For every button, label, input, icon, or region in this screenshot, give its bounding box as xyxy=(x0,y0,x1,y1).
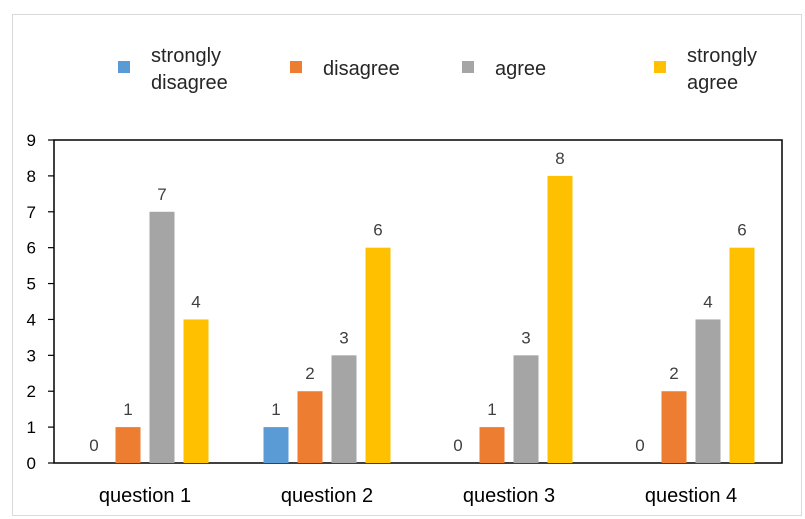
legend-label: agree xyxy=(687,72,738,94)
legend-label: strongly xyxy=(151,45,221,67)
data-label: 8 xyxy=(555,149,564,168)
bar xyxy=(661,391,687,463)
legend-label: disagree xyxy=(323,58,400,80)
data-label: 4 xyxy=(191,292,200,311)
data-label: 6 xyxy=(737,221,746,240)
plot-area-border xyxy=(53,139,783,464)
axes: 0 1 2 3 4 5 6 7 8 9 question 1 question 2 question 3… xyxy=(27,131,783,507)
y-tick-label: 2 xyxy=(27,382,36,401)
data-label: 2 xyxy=(305,364,314,383)
bar xyxy=(695,319,721,463)
data-label: 0 xyxy=(453,436,462,455)
legend-marker xyxy=(118,61,130,73)
bar xyxy=(297,391,323,463)
legend-label: agree xyxy=(495,58,546,80)
data-label: 4 xyxy=(703,292,712,311)
data-label: 3 xyxy=(521,328,530,347)
bar xyxy=(115,427,141,463)
data-label: 0 xyxy=(89,436,98,455)
bar xyxy=(513,355,539,463)
bar xyxy=(547,175,573,463)
y-tick-label: 1 xyxy=(27,418,36,437)
legend-marker xyxy=(462,61,474,73)
y-tick-label: 4 xyxy=(27,310,36,329)
y-tick-label: 8 xyxy=(27,167,36,186)
legend-marker xyxy=(654,61,666,73)
category-label: question 3 xyxy=(463,485,555,507)
y-tick-label: 3 xyxy=(27,346,36,365)
y-tick-label: 7 xyxy=(27,203,36,222)
bar xyxy=(183,319,209,463)
legend-marker xyxy=(290,61,302,73)
y-tick-label: 0 xyxy=(27,454,36,473)
data-label: 1 xyxy=(487,400,496,419)
data-label: 7 xyxy=(157,185,166,204)
data-label: 2 xyxy=(669,364,678,383)
data-labels: 0 1 7 4 1 2 3 6 0 1 3 8 0 2 4 6 xyxy=(89,149,746,455)
legend: strongly disagree disagree agree strongly agr… xyxy=(118,45,757,94)
data-label: 6 xyxy=(373,221,382,240)
bar xyxy=(729,247,755,463)
bar xyxy=(263,427,289,463)
bar xyxy=(365,247,391,463)
data-label: 3 xyxy=(339,328,348,347)
data-label: 1 xyxy=(271,400,280,419)
category-label: question 1 xyxy=(99,485,191,507)
y-tick-label: 9 xyxy=(27,131,36,150)
bar xyxy=(479,427,505,463)
legend-label: disagree xyxy=(151,72,228,94)
bars xyxy=(115,175,755,463)
category-label: question 4 xyxy=(645,485,737,507)
y-tick-label: 6 xyxy=(27,239,36,258)
legend-label: strongly xyxy=(687,45,757,67)
category-label: question 2 xyxy=(281,485,373,507)
data-label: 1 xyxy=(123,400,132,419)
bar xyxy=(331,355,357,463)
y-tick-label: 5 xyxy=(27,275,36,294)
data-label: 0 xyxy=(635,436,644,455)
bar xyxy=(149,211,175,463)
